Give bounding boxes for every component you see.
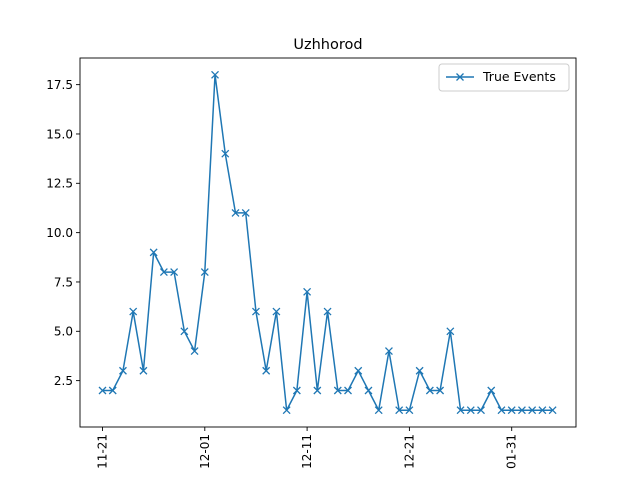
data-point-marker	[211, 70, 219, 79]
data-point-marker	[415, 366, 424, 375]
data-point-marker	[272, 307, 281, 316]
data-point-marker	[487, 386, 496, 395]
y-tick-label: 12.5	[46, 177, 73, 191]
data-point-marker	[456, 406, 465, 415]
data-point-marker	[251, 307, 260, 316]
data-point-marker	[405, 406, 414, 415]
data-point-marker	[507, 406, 516, 415]
data-point-marker	[190, 347, 199, 355]
data-point-marker	[159, 268, 168, 277]
data-point-marker	[98, 386, 107, 395]
data-point-marker	[548, 406, 557, 415]
data-point-marker	[313, 386, 322, 395]
plot-area-frame	[79, 57, 577, 428]
legend: True Events	[438, 63, 570, 92]
x-tick-label: 12-21	[402, 434, 416, 469]
data-point-marker	[436, 386, 445, 395]
data-point-marker	[466, 406, 475, 415]
data-point-marker	[119, 366, 127, 375]
data-point-marker	[149, 248, 158, 257]
data-point-marker	[354, 366, 363, 375]
data-point-marker	[282, 406, 291, 415]
data-point-marker	[497, 406, 506, 415]
data-point-marker	[425, 386, 434, 395]
data-point-marker	[323, 307, 332, 316]
y-tick-label: 10.0	[46, 226, 73, 240]
y-tick-label: 15.0	[46, 127, 73, 141]
data-point-marker	[538, 406, 547, 415]
data-point-marker	[364, 386, 373, 395]
data-point-marker	[528, 406, 537, 415]
data-point-marker	[384, 347, 393, 355]
data-point-marker	[333, 386, 342, 395]
x-tick-label: 01-31	[505, 434, 519, 469]
data-point-marker	[129, 307, 138, 316]
x-axis: 11-21 12-01 12-11 12-21 01-31	[96, 427, 519, 469]
data-point-marker	[344, 386, 352, 395]
data-point-marker	[231, 208, 240, 217]
y-tick-label: 7.5	[54, 275, 73, 289]
y-tick-label: 5.0	[54, 325, 73, 339]
data-point-marker	[446, 327, 455, 336]
y-tick-label: 2.5	[54, 374, 73, 388]
x-tick-label: 12-01	[198, 434, 212, 469]
data-point-marker	[262, 366, 271, 375]
data-point-marker	[180, 327, 189, 336]
data-point-marker	[517, 406, 526, 415]
legend-marker	[456, 73, 464, 81]
data-point-marker	[170, 268, 179, 277]
legend-label: True Events	[482, 69, 556, 84]
x-tick-label: 11-21	[96, 434, 110, 469]
data-point-marker	[303, 287, 312, 296]
x-tick-label: 12-11	[300, 434, 314, 469]
y-tick-label: 17.5	[46, 78, 73, 92]
y-axis: 2.5 5.0 7.5 10.0 12.5 15.0 17.5	[46, 78, 80, 388]
data-point-marker	[477, 406, 485, 415]
legend-box	[438, 63, 570, 92]
data-point-marker	[374, 406, 383, 415]
chart-title: Uzhhorod	[293, 37, 362, 53]
data-point-marker	[139, 366, 148, 375]
data-point-marker	[200, 268, 209, 277]
data-point-marker	[108, 386, 117, 395]
data-point-marker	[292, 386, 301, 395]
data-point-marker	[395, 406, 404, 415]
data-point-marker	[221, 149, 230, 158]
data-point-marker	[241, 208, 250, 217]
series-layer	[98, 70, 557, 415]
